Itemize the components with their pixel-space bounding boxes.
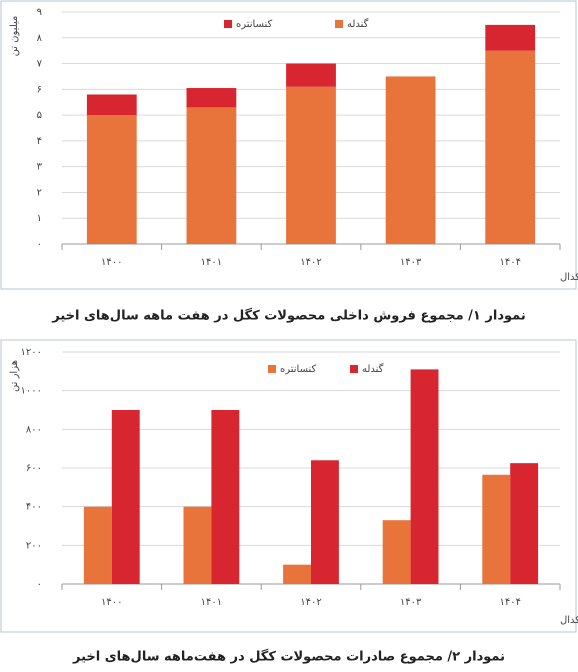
- chart-frame: [0, 0, 577, 290]
- x-tick-label: ۱۴۰۰: [101, 257, 122, 268]
- x-tick-label: ۱۴۰۲: [300, 597, 321, 608]
- y-tick-label: ۷: [37, 59, 43, 70]
- x-tick-label: ۱۴۰۴: [499, 257, 520, 268]
- source: منبع: کدال: [560, 272, 578, 283]
- bar-segment: [86, 94, 137, 116]
- bar-segment: [385, 76, 436, 244]
- source: منبع: کدال: [560, 615, 578, 626]
- bar: [111, 410, 140, 584]
- bar: [83, 506, 112, 584]
- y-tick-label: ۵: [37, 110, 42, 121]
- x-tick-label: ۱۴۰۱: [201, 597, 222, 608]
- x-tick-label: ۱۴۰۲: [300, 257, 321, 268]
- x-tick-label: ۱۴۰۱: [201, 257, 222, 268]
- chart-frame: [0, 339, 577, 633]
- y-tick-label: ۸۰۰: [26, 424, 42, 435]
- y-tick-label: ۶: [37, 84, 42, 95]
- y-tick-label: ۱: [37, 213, 42, 224]
- bar: [283, 564, 311, 584]
- bar-segment: [485, 50, 536, 244]
- caption: نمودار ۲/ مجموع صادرات محصولات کگل در هف…: [72, 649, 505, 665]
- y-tick-label: ۱۲۰۰: [21, 347, 42, 358]
- legend-swatch: [350, 365, 358, 373]
- bar-segment: [186, 107, 237, 244]
- y-tick-label: ۴: [37, 136, 42, 147]
- y-tick-label: ۲۰۰: [26, 540, 42, 551]
- y-axis-label: هزار تن: [9, 360, 20, 392]
- x-tick-label: ۱۴۰۴: [499, 597, 520, 608]
- x-tick-label: ۱۴۰۳: [400, 597, 422, 608]
- legend-swatch: [268, 365, 276, 373]
- y-tick-label: ۶۰۰: [26, 463, 42, 474]
- bar-segment: [485, 24, 536, 51]
- y-tick-label: ۴۰۰: [26, 502, 42, 513]
- bar-segment: [286, 86, 336, 244]
- legend-swatch: [335, 20, 343, 28]
- y-tick-label: ۲: [37, 187, 42, 198]
- legend-label: گندله: [362, 363, 384, 375]
- x-tick-label: ۱۴۰۰: [101, 597, 122, 608]
- y-tick-label: ۸: [37, 33, 43, 44]
- bar: [482, 474, 511, 584]
- legend-label: گندله: [347, 18, 369, 30]
- bar-segment: [186, 88, 237, 108]
- y-axis-label: میلیون تن: [9, 16, 20, 57]
- x-tick-label: ۱۴۰۳: [400, 257, 422, 268]
- y-tick-label: ۰: [37, 579, 42, 590]
- y-tick-label: ۹: [37, 7, 42, 18]
- legend-label: کنسانتره: [236, 19, 273, 30]
- bar: [211, 410, 240, 584]
- bar: [410, 369, 439, 584]
- legend-swatch: [224, 20, 232, 28]
- bar: [382, 520, 411, 584]
- bar: [311, 460, 339, 584]
- bar-segment: [86, 115, 137, 244]
- caption: نمودار ۱/ مجموع فروش داخلی محصولات کگل د…: [51, 308, 526, 324]
- bar-segment: [286, 63, 336, 87]
- y-tick-label: ۳: [37, 162, 43, 173]
- bar: [183, 506, 212, 584]
- legend-label: کنسانتره: [280, 364, 317, 375]
- y-tick-label: ۱۰۰۰: [21, 386, 42, 397]
- bar: [510, 463, 539, 584]
- y-tick-label: ۰: [37, 239, 42, 250]
